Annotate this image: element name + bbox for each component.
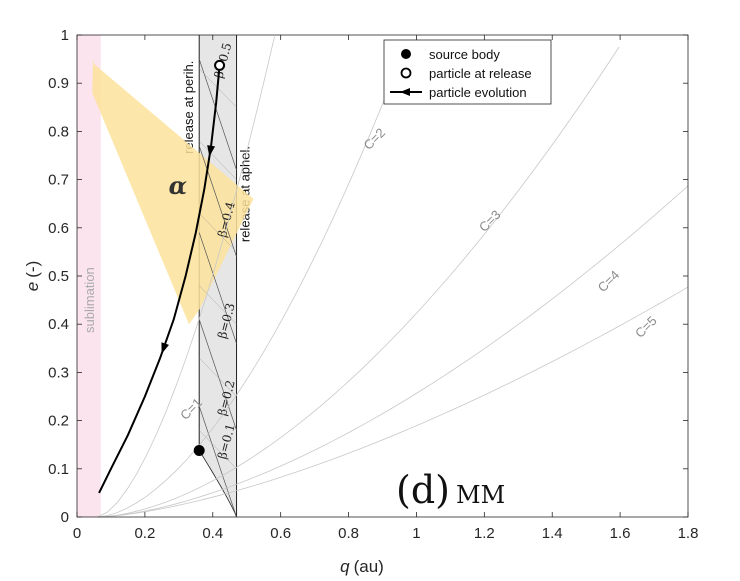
sublimation-band bbox=[77, 35, 101, 517]
c-curve bbox=[97, 46, 620, 518]
source-body-marker bbox=[193, 444, 205, 456]
beta-line bbox=[198, 406, 237, 518]
y-tick-label: 0.9 bbox=[48, 75, 69, 92]
release-marker bbox=[214, 59, 226, 71]
track-arrow bbox=[161, 342, 169, 354]
x-axis-var: q bbox=[340, 557, 350, 576]
x-axis-unit: (au) bbox=[354, 557, 384, 576]
x-tick-label: 1 bbox=[412, 525, 420, 542]
plot-area bbox=[77, 35, 688, 517]
particle-track bbox=[98, 65, 221, 494]
x-tick-label: 0.4 bbox=[202, 525, 223, 542]
band-hatch-line bbox=[199, 430, 237, 469]
band-hatch-line bbox=[199, 140, 237, 180]
y-tick-label: 0.7 bbox=[48, 172, 69, 189]
x-tick-label: 0.2 bbox=[134, 525, 155, 542]
y-tick-label: 1 bbox=[61, 27, 69, 44]
legend-marker-arrow bbox=[400, 88, 410, 96]
legend-box bbox=[383, 39, 552, 105]
panel-label: (d) bbox=[396, 468, 450, 512]
y-axis-label: e (-) bbox=[23, 261, 42, 291]
y-tick-label: 0.1 bbox=[48, 461, 69, 478]
legend-marker-release bbox=[400, 67, 412, 79]
legend-label: source body bbox=[429, 47, 500, 62]
y-tick-label: 0.8 bbox=[48, 123, 69, 140]
legend-marker-source bbox=[401, 49, 411, 59]
c-curve bbox=[97, 185, 689, 518]
beta-line bbox=[198, 232, 237, 344]
y-tick-label: 0.2 bbox=[48, 413, 69, 430]
y-axis-var: e bbox=[23, 282, 42, 291]
x-tick-label: 1.4 bbox=[542, 525, 563, 542]
c-curve bbox=[97, 286, 689, 518]
band-hatch-line bbox=[199, 357, 237, 397]
x-tick-label: 1.6 bbox=[610, 525, 631, 542]
axes: 0 0.2 0.4 0.6 0.8 1 1.2 1.4 1.6 1.8 0 0.1 0.2 0.3 0.4 0… bbox=[48, 27, 698, 542]
alpha-label: α bbox=[169, 171, 187, 200]
plot-background bbox=[77, 35, 688, 517]
x-tick-label: 0.8 bbox=[338, 525, 359, 542]
x-tick-label: 1.8 bbox=[678, 525, 699, 542]
release-perihelion-label: release at perih. bbox=[181, 61, 196, 154]
markers bbox=[193, 59, 226, 456]
sublimation-label: sublimation bbox=[82, 267, 97, 333]
alpha-region bbox=[92, 59, 254, 325]
y-tick-label: 0.6 bbox=[48, 220, 69, 237]
beta-line bbox=[198, 58, 237, 171]
y-tick-label: 0.5 bbox=[48, 268, 69, 285]
x-tick-label: 0.6 bbox=[270, 525, 291, 542]
release-band bbox=[199, 35, 237, 517]
x-tick-label: 1.2 bbox=[474, 525, 495, 542]
beta-line bbox=[198, 319, 237, 431]
y-axis-unit: (-) bbox=[23, 261, 42, 278]
y-tick-label: 0.4 bbox=[48, 316, 69, 333]
band-hatch-line bbox=[199, 285, 237, 325]
c-curve bbox=[97, 36, 275, 518]
legend-label: particle evolution bbox=[429, 85, 527, 100]
particle-track-line bbox=[98, 65, 221, 494]
release-lower-boundary bbox=[198, 450, 237, 518]
x-tick-label: 0 bbox=[73, 525, 81, 542]
track-arrow bbox=[207, 145, 216, 157]
legend: source body particle at release particle e… bbox=[383, 39, 552, 105]
panel-sublabel: MM bbox=[456, 481, 505, 509]
x-axis-label: q (au) bbox=[340, 557, 384, 576]
legend-label: particle at release bbox=[429, 66, 532, 81]
y-tick-label: 0.3 bbox=[48, 364, 69, 381]
c-curve bbox=[97, 53, 403, 518]
y-tick-label: 0 bbox=[61, 509, 69, 526]
beta-line bbox=[198, 145, 237, 257]
band-hatch-line bbox=[199, 213, 237, 253]
